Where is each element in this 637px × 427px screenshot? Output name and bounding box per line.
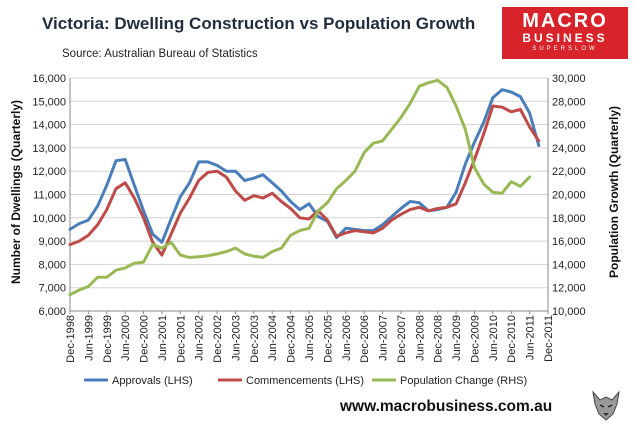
x-axis-tick-label: Jun-2008 [414, 315, 426, 361]
wolf-logo-icon [592, 390, 620, 421]
x-axis-tick-label: Dec-2011 [543, 315, 555, 362]
x-axis-tick-label: Dec-2002 [212, 315, 224, 363]
logo-line-2: BUSINESS [522, 31, 608, 45]
right-axis-tick-label: 24,000 [552, 143, 586, 155]
right-axis-tick-label: 18,000 [552, 213, 586, 225]
left-axis-tick-label: 9,000 [38, 236, 66, 248]
left-axis-tick-label: 7,000 [38, 283, 66, 295]
x-axis-tick-label: Dec-1999 [102, 315, 114, 363]
x-axis-tick-label: Dec-2010 [506, 315, 518, 363]
right-axis-tick-label: 28,000 [552, 96, 586, 108]
left-axis-tick-label: 11,000 [33, 190, 66, 202]
left-axis-tick-label: 12,000 [32, 166, 66, 178]
left-axis-ticks: 6,000 7,000 8,000 9,000 10,000 11,000 12,000 13… [32, 73, 66, 318]
x-axis-tick-label: Jun-2009 [451, 315, 463, 361]
logo-line-1: MACRO [522, 10, 608, 32]
legend-label-population: Population Change (RHS) [400, 375, 527, 387]
x-axis-tick-label: Jun-2004 [267, 315, 279, 361]
left-axis-tick-label: 10,000 [32, 213, 66, 225]
x-axis-tick-label: Jun-2010 [488, 315, 500, 361]
right-axis-tick-label: 12,000 [552, 283, 586, 295]
x-axis-tick-label: Jun-2006 [341, 315, 353, 361]
right-axis-ticks: 10,000 12,000 14,000 16,000 18,000 20,000 22,0… [552, 73, 586, 318]
x-axis-tick-label: Dec-1998 [65, 315, 77, 363]
x-axis-tick-label: Dec-2003 [249, 315, 261, 363]
x-axis-tick-label: Jun-2005 [304, 315, 316, 361]
logo-line-3: SUPERSLOW [532, 46, 598, 52]
left-axis-tick-label: 13,000 [32, 143, 66, 155]
x-axis-tick-label: Jun-2002 [194, 315, 206, 361]
x-axis-tick-label: Dec-2005 [322, 315, 334, 363]
left-axis-tick-label: 16,000 [32, 73, 66, 85]
macrobusiness-logo: MACRO BUSINESS SUPERSLOW [502, 7, 628, 59]
chart-source: Source: Australian Bureau of Statistics [62, 48, 258, 60]
x-axis-tick-label: Jun-2001 [157, 315, 169, 361]
series-line-approvals [68, 88, 541, 244]
x-axis-tick-label: Dec-2007 [396, 315, 408, 363]
website-url: www.macrobusiness.com.au [340, 398, 553, 415]
legend-label-approvals: Approvals (LHS) [112, 375, 193, 387]
right-axis-tick-label: 10,000 [552, 306, 586, 318]
x-axis-tick-label: Jun-2000 [120, 315, 132, 361]
x-axis-tick-label: Jun-2011 [525, 315, 537, 360]
right-axis-tick-label: 20,000 [552, 190, 586, 202]
right-axis-tick-label: 26,000 [552, 120, 586, 132]
x-axis-tick-label: Jun-1999 [83, 315, 95, 361]
x-axis-tick-label: Jun-2007 [378, 315, 390, 361]
right-axis-tick-label: 14,000 [552, 259, 586, 271]
x-axis-tick-label: Dec-2006 [359, 315, 371, 363]
x-axis-ticks: Dec-1998 Jun-1999 Dec-1999 Jun-2000 Dec-2000… [65, 311, 555, 363]
right-axis-tick-label: 30,000 [552, 73, 586, 85]
gridlines [69, 77, 549, 312]
chart-title: Victoria: Dwelling Construction vs Popul… [42, 14, 476, 33]
series-lines [68, 78, 541, 297]
series-line-population [68, 78, 532, 297]
left-axis-title: Number of Dwellings (Quarterly) [9, 100, 23, 284]
x-axis-tick-label: Dec-2000 [139, 315, 151, 363]
x-axis-tick-label: Dec-2001 [175, 315, 187, 363]
left-axis-tick-label: 15,000 [32, 96, 66, 108]
series-line-commencements [68, 104, 541, 257]
x-axis-tick-label: Dec-2009 [469, 315, 481, 363]
left-axis-tick-label: 14,000 [32, 120, 66, 132]
x-axis-tick-label: Jun-2003 [230, 315, 242, 361]
x-axis-tick-label: Dec-2004 [286, 315, 298, 363]
right-axis-tick-label: 22,000 [552, 166, 586, 178]
right-axis-tick-label: 16,000 [552, 236, 586, 248]
left-axis-tick-label: 6,000 [38, 306, 66, 318]
left-axis-tick-label: 8,000 [38, 259, 66, 271]
right-axis-title: Population Growth (Quarterly) [607, 106, 621, 278]
x-axis-tick-label: Dec-2008 [433, 315, 445, 363]
legend-label-commencements: Commencements (LHS) [246, 375, 364, 387]
legend: Approvals (LHS) Commencements (LHS) Popu… [84, 375, 527, 387]
